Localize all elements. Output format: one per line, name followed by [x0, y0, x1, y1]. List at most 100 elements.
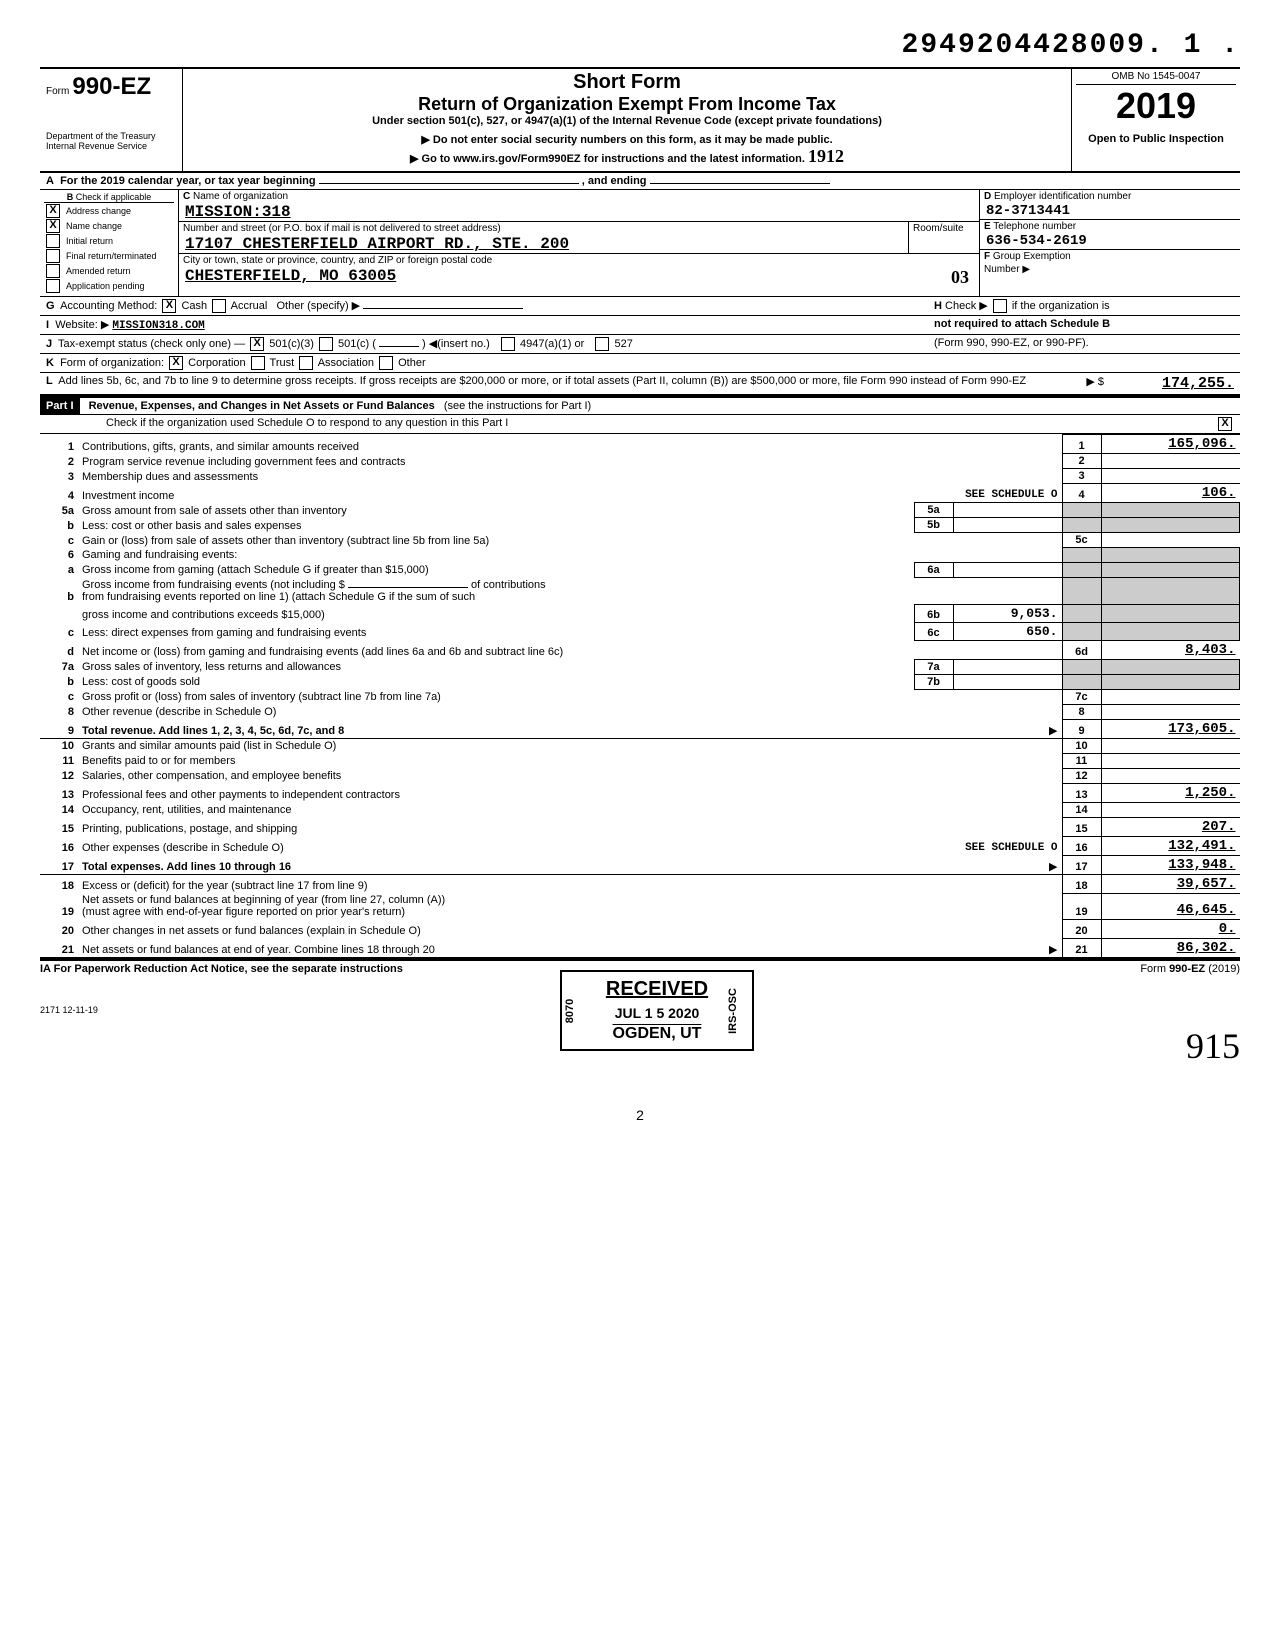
l20-rn: 20	[1062, 919, 1101, 938]
b-header: B Check if applicable	[44, 192, 174, 203]
l14-n: 14	[40, 802, 78, 817]
footer-left: IA For Paperwork Reduction Act Notice, s…	[40, 963, 403, 975]
l6a-m: 6a	[914, 562, 953, 577]
l2-a	[1101, 454, 1240, 469]
k-other-check[interactable]	[379, 356, 393, 370]
g-cash-check[interactable]: X	[162, 299, 176, 313]
l6a-sh2	[1101, 562, 1240, 577]
l6c-ma: 650.	[953, 622, 1062, 640]
g-prefix: G	[46, 300, 55, 312]
j-ins: ) ◀(insert no.)	[422, 338, 490, 350]
l6a-n: a	[40, 562, 78, 577]
k-assoc-check[interactable]	[299, 356, 313, 370]
omb: OMB No 1545-0047	[1076, 71, 1236, 85]
l20-a: 0.	[1101, 919, 1240, 938]
l2-n: 2	[40, 454, 78, 469]
l5c-n: c	[40, 533, 78, 548]
l5c-rn: 5c	[1062, 533, 1101, 548]
h-tail3: (Form 990, 990-EZ, or 990-PF).	[934, 337, 1089, 349]
b-item-1: X Name change	[44, 219, 174, 233]
b-check-5[interactable]	[46, 279, 60, 293]
i-label: Website: ▶	[55, 319, 109, 331]
l4-d: Investment income	[78, 484, 914, 503]
l7a-sh2	[1101, 659, 1240, 674]
part1-schedo-check[interactable]: X	[1218, 417, 1232, 431]
l13-d: Professional fees and other payments to …	[78, 783, 1062, 802]
b-check-0[interactable]: X	[46, 204, 60, 218]
l21-rn: 21	[1062, 938, 1101, 958]
b-item-4: Amended return	[44, 264, 174, 278]
l19-n: 19	[40, 893, 78, 919]
l18-n: 18	[40, 874, 78, 893]
org-address: 17107 CHESTERFIELD AIRPORT RD., STE. 200	[179, 235, 908, 253]
line-g-h: G Accounting Method: X Cash Accrual Othe…	[40, 297, 1240, 316]
part1-tag: Part I	[40, 398, 80, 414]
b-item-2: Initial return	[44, 234, 174, 248]
l19-d2: (must agree with end-of-year figure repo…	[82, 906, 405, 918]
j-c3: 501(c)(3)	[269, 338, 314, 350]
b-check-4[interactable]	[46, 264, 60, 278]
l15-n: 15	[40, 817, 78, 836]
open-inspect: Open to Public Inspection	[1076, 131, 1236, 145]
b-label-5: Application pending	[66, 281, 145, 291]
l6c-m: 6c	[914, 622, 953, 640]
l6c-d: Less: direct expenses from gaming and fu…	[78, 622, 914, 640]
l6c-sh2	[1101, 622, 1240, 640]
l12-a	[1101, 768, 1240, 783]
dln: 2949204428009. 1 .	[40, 30, 1240, 61]
l9-n: 9	[40, 719, 78, 738]
k-corp-check[interactable]: X	[169, 356, 183, 370]
j-c3-check[interactable]: X	[250, 337, 264, 351]
goto: ▶ Go to www.irs.gov/Form990EZ for instru…	[410, 153, 805, 165]
h-label: Check ▶	[945, 300, 988, 312]
j-c-check[interactable]	[319, 337, 333, 351]
open-box: Open to Public Inspection	[1072, 129, 1240, 171]
l7b-d: Less: cost of goods sold	[78, 674, 914, 689]
part1-line: Part I Revenue, Expenses, and Changes in…	[40, 396, 1240, 415]
l2-rn: 2	[1062, 454, 1101, 469]
b-label-0: Address change	[66, 206, 131, 216]
de-col: D Employer identification number 82-3713…	[980, 190, 1240, 296]
b-label-1: Name change	[66, 221, 122, 231]
g-accrual-check[interactable]	[212, 299, 226, 313]
dept2: Internal Revenue Service	[46, 141, 176, 151]
l6d-a: 8,403.	[1101, 640, 1240, 659]
l18-a: 39,657.	[1101, 874, 1240, 893]
l6b-m: 6b	[914, 604, 953, 622]
e-label: Telephone number	[993, 221, 1076, 232]
l6b-d3: from fundraising events reported on line…	[82, 591, 475, 603]
l6a-ma	[953, 562, 1062, 577]
lines-table: 1 Contributions, gifts, grants, and simi…	[40, 434, 1240, 959]
l7a-n: 7a	[40, 659, 78, 674]
l4-a: 106.	[1101, 484, 1240, 503]
l18-d: Excess or (deficit) for the year (subtra…	[78, 874, 1062, 893]
l8-d: Other revenue (describe in Schedule O)	[78, 704, 1062, 719]
j-s-check[interactable]	[595, 337, 609, 351]
l6d-d: Net income or (loss) from gaming and fun…	[78, 640, 1062, 659]
l11-rn: 11	[1062, 753, 1101, 768]
l6b-d1: Gross income from fundraising events (no…	[82, 579, 345, 591]
b-item-0: X Address change	[44, 204, 174, 218]
l5b-n: b	[40, 518, 78, 533]
l5b-sh2	[1101, 518, 1240, 533]
l7a-ma	[953, 659, 1062, 674]
b-label-2: Initial return	[66, 236, 113, 246]
j-a-check[interactable]	[501, 337, 515, 351]
hand-1912: 1912	[808, 146, 844, 166]
l5a-sh	[1062, 503, 1101, 518]
b-check-2[interactable]	[46, 234, 60, 248]
l9-d: Total revenue. Add lines 1, 2, 3, 4, 5c,…	[78, 719, 953, 738]
b-check-3[interactable]	[46, 249, 60, 263]
line-j: J Tax-exempt status (check only one) — X…	[40, 335, 1240, 354]
l10-rn: 10	[1062, 738, 1101, 753]
l6a-sh	[1062, 562, 1101, 577]
stamp-left: 8070	[564, 998, 576, 1022]
l1-a: 165,096.	[1101, 435, 1240, 454]
form-box: Form 990-EZ	[40, 69, 183, 129]
addr-label: Number and street (or P.O. box if mail i…	[179, 222, 908, 235]
k-trust-check[interactable]	[251, 356, 265, 370]
l5c-d: Gain or (loss) from sale of assets other…	[78, 533, 1062, 548]
k-trust: Trust	[270, 357, 295, 369]
h-check[interactable]	[993, 299, 1007, 313]
b-check-1[interactable]: X	[46, 219, 60, 233]
